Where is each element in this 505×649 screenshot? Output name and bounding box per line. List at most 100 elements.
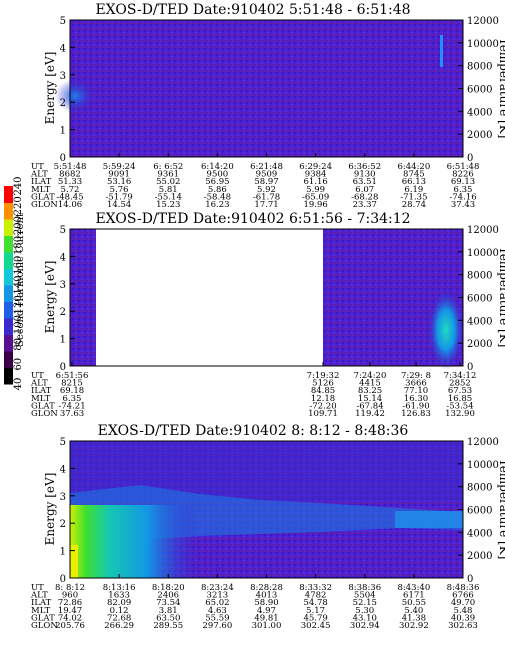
ephemeris-value: 23.37 xyxy=(353,200,377,210)
ephemeris-value: 72.68 xyxy=(107,613,131,623)
ephemeris-value: 74.02 xyxy=(58,613,82,623)
panel-2-ylabel-right: Temperature [K] xyxy=(497,247,505,348)
ephemeris-value: 5:51:48 xyxy=(54,162,87,172)
energy-tick-label: 2 xyxy=(60,519,66,530)
ephemeris-value: 8226 xyxy=(452,170,474,180)
ephemeris-row-label: ALT xyxy=(30,591,48,601)
panel-1-feature-stripe xyxy=(440,35,443,67)
ephemeris-value: 9130 xyxy=(354,170,376,180)
ephemeris-value: 69.18 xyxy=(60,386,84,396)
temperature-tick-label: 8000 xyxy=(467,483,492,494)
colorbar-label: Second Harmonic Current xyxy=(15,213,26,347)
ephemeris-value: 297.60 xyxy=(203,621,233,631)
ephemeris-value: 5.72 xyxy=(61,185,80,195)
ephemeris-value: 9500 xyxy=(207,170,229,180)
panel-2-ylabel: Energy [eV] xyxy=(43,261,57,334)
ephemeris-value: -61.90 xyxy=(402,401,429,411)
colorbar-swatch xyxy=(4,334,13,352)
panel-3-title: EXOS-D/TED Date:910402 8: 8:12 - 8:48:36 xyxy=(98,423,409,439)
ephemeris-value: 52.15 xyxy=(353,598,377,608)
ephemeris-value: 7:29: 8 xyxy=(401,371,431,381)
ephemeris-value: -51.79 xyxy=(106,192,133,202)
energy-tick-label: 1 xyxy=(60,547,66,558)
ephemeris-value: -74.21 xyxy=(58,401,85,411)
ephemeris-value: 1633 xyxy=(108,591,130,601)
temperature-tick-label: 6000 xyxy=(467,85,492,96)
ephemeris-value: 9509 xyxy=(256,170,278,180)
colorbar-swatch xyxy=(4,301,13,319)
ephemeris-value: 132.90 xyxy=(445,409,475,419)
ephemeris-value: 960 xyxy=(62,591,78,601)
ephemeris-value: 9361 xyxy=(157,170,179,180)
ephemeris-value: 8:13:16 xyxy=(103,583,136,593)
temperature-tick-label: 12000 xyxy=(467,16,499,27)
ephemeris-value: 5.92 xyxy=(257,185,276,195)
ephemeris-value: 43.10 xyxy=(353,613,377,623)
temperature-tick-label: 12000 xyxy=(467,437,499,448)
ephemeris-value: 6: 6:52 xyxy=(153,162,183,172)
ephemeris-row-label: GLAT xyxy=(31,613,55,623)
ephemeris-value: 6:51:48 xyxy=(447,162,480,172)
ephemeris-value: 2406 xyxy=(157,591,179,601)
temperature-tick-label: 2000 xyxy=(467,130,492,141)
ephemeris-value: 54.78 xyxy=(303,598,327,608)
colorbar-swatch xyxy=(4,252,13,269)
ephemeris-value: 302.63 xyxy=(448,621,478,631)
ephemeris-value: 3213 xyxy=(207,591,229,601)
ephemeris-value: 7:24:20 xyxy=(354,371,387,381)
ephemeris-row-label: UT xyxy=(31,162,44,172)
ephemeris-row-label: ILAT xyxy=(31,598,52,608)
energy-tick-label: 0 xyxy=(60,153,66,164)
temperature-tick-label: 8000 xyxy=(467,271,492,282)
ephemeris-value: 15.14 xyxy=(358,394,382,404)
ephemeris-value: 5.86 xyxy=(208,185,227,195)
panel-2-temperature-axis: 0 2000 4000 6000 8000 10000 12000 xyxy=(458,225,499,373)
panel-1-title: EXOS-D/TED Date:910402 5:51:48 - 6:51:48 xyxy=(95,2,410,18)
ephemeris-value: 77.10 xyxy=(404,386,428,396)
ephemeris-row-label: ILAT xyxy=(31,177,52,187)
ephemeris-value: 8745 xyxy=(403,170,425,180)
ephemeris-value: 6.35 xyxy=(63,394,82,404)
temperature-tick-label: 0 xyxy=(467,574,473,585)
ephemeris-value: 58.90 xyxy=(254,598,278,608)
ephemeris-value: 8682 xyxy=(59,170,81,180)
energy-tick-label: 2 xyxy=(60,98,66,109)
temperature-tick-label: 4000 xyxy=(467,528,492,539)
ephemeris-value: 7:19:32 xyxy=(307,371,340,381)
ephemeris-value: 6:36:52 xyxy=(348,162,381,172)
colorbar-scale xyxy=(4,186,13,385)
energy-tick-label: 4 xyxy=(60,252,66,263)
ephemeris-value: 19.96 xyxy=(303,200,327,210)
ephemeris-value: 84.85 xyxy=(311,386,335,396)
ephemeris-row-label: UT xyxy=(31,371,44,381)
colorbar-tick-label: 120 xyxy=(13,295,24,314)
panel-2-segment-left xyxy=(70,229,96,366)
ephemeris-value: 49.81 xyxy=(254,613,278,623)
ephemeris-value: 9384 xyxy=(305,170,327,180)
ephemeris-value: 69.13 xyxy=(451,177,475,187)
colorbar-swatch xyxy=(4,367,13,385)
ephemeris-value: 17.71 xyxy=(254,200,278,210)
ephemeris-value: 6:44:20 xyxy=(397,162,430,172)
panel-3-feature-right xyxy=(395,511,463,528)
ephemeris-value: 6:51:56 xyxy=(56,371,89,381)
ephemeris-value: 8:43:40 xyxy=(397,583,430,593)
ephemeris-value: 302.45 xyxy=(301,621,331,631)
ephemeris-value: 8:23:24 xyxy=(201,583,234,593)
temperature-tick-label: 2000 xyxy=(467,551,492,562)
ephemeris-value: 126.83 xyxy=(401,409,431,419)
colorbar-swatch xyxy=(4,235,13,253)
ephemeris-value: 4415 xyxy=(359,379,381,389)
temperature-tick-label: 6000 xyxy=(467,506,492,517)
ephemeris-row-label: ILAT xyxy=(31,386,52,396)
ephemeris-value: 2852 xyxy=(449,379,471,389)
temperature-tick-label: 0 xyxy=(467,153,473,164)
colorbar-tick-label: 40 xyxy=(13,378,24,391)
ephemeris-value: 16.23 xyxy=(205,200,229,210)
panel-1-spectrogram xyxy=(70,20,463,157)
ephemeris-value: 9091 xyxy=(108,170,130,180)
